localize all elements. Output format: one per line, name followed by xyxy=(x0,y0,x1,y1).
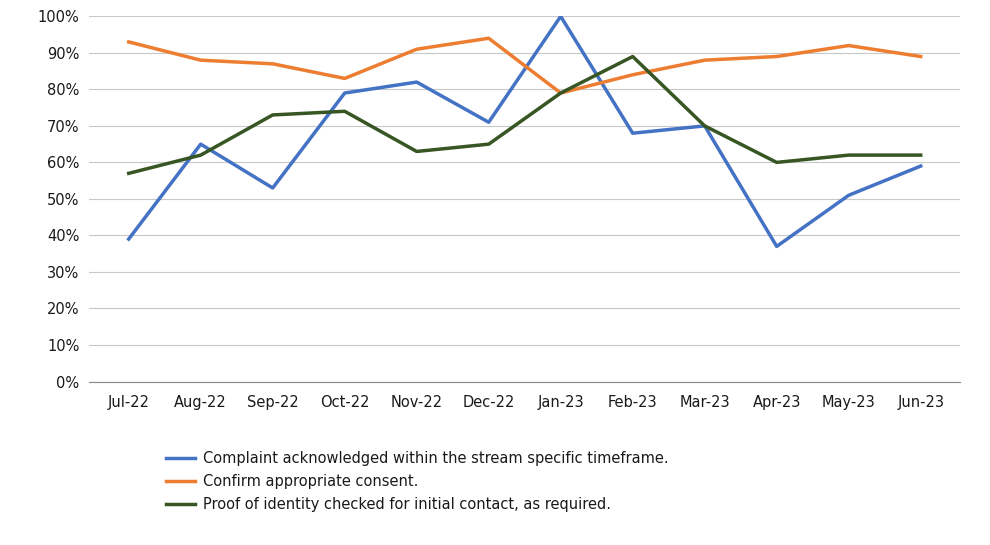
Confirm appropriate consent. xyxy=(266,60,278,67)
Complaint acknowledged within the stream specific timeframe. xyxy=(915,163,927,169)
Confirm appropriate consent. xyxy=(411,46,423,52)
Complaint acknowledged within the stream specific timeframe. xyxy=(411,79,423,86)
Confirm appropriate consent. xyxy=(339,75,350,82)
Line: Proof of identity checked for initial contact, as required.: Proof of identity checked for initial co… xyxy=(129,57,921,173)
Proof of identity checked for initial contact, as required. xyxy=(411,148,423,155)
Proof of identity checked for initial contact, as required. xyxy=(554,90,566,96)
Complaint acknowledged within the stream specific timeframe. xyxy=(123,236,135,243)
Line: Confirm appropriate consent.: Confirm appropriate consent. xyxy=(129,38,921,93)
Confirm appropriate consent. xyxy=(123,39,135,45)
Complaint acknowledged within the stream specific timeframe. xyxy=(771,243,783,250)
Complaint acknowledged within the stream specific timeframe. xyxy=(699,123,711,129)
Complaint acknowledged within the stream specific timeframe. xyxy=(627,130,639,136)
Proof of identity checked for initial contact, as required. xyxy=(915,152,927,159)
Proof of identity checked for initial contact, as required. xyxy=(771,159,783,166)
Proof of identity checked for initial contact, as required. xyxy=(195,152,207,159)
Complaint acknowledged within the stream specific timeframe. xyxy=(483,119,495,125)
Proof of identity checked for initial contact, as required. xyxy=(699,123,711,129)
Confirm appropriate consent. xyxy=(915,53,927,60)
Confirm appropriate consent. xyxy=(195,57,207,63)
Complaint acknowledged within the stream specific timeframe. xyxy=(554,13,566,20)
Legend: Complaint acknowledged within the stream specific timeframe., Confirm appropriat: Complaint acknowledged within the stream… xyxy=(166,451,668,512)
Complaint acknowledged within the stream specific timeframe. xyxy=(195,141,207,147)
Proof of identity checked for initial contact, as required. xyxy=(842,152,854,159)
Confirm appropriate consent. xyxy=(554,90,566,96)
Proof of identity checked for initial contact, as required. xyxy=(339,108,350,114)
Confirm appropriate consent. xyxy=(483,35,495,41)
Complaint acknowledged within the stream specific timeframe. xyxy=(339,90,350,96)
Complaint acknowledged within the stream specific timeframe. xyxy=(266,185,278,191)
Proof of identity checked for initial contact, as required. xyxy=(123,170,135,177)
Proof of identity checked for initial contact, as required. xyxy=(266,112,278,118)
Proof of identity checked for initial contact, as required. xyxy=(627,53,639,60)
Proof of identity checked for initial contact, as required. xyxy=(483,141,495,147)
Confirm appropriate consent. xyxy=(771,53,783,60)
Complaint acknowledged within the stream specific timeframe. xyxy=(842,192,854,198)
Confirm appropriate consent. xyxy=(699,57,711,63)
Confirm appropriate consent. xyxy=(627,71,639,78)
Line: Complaint acknowledged within the stream specific timeframe.: Complaint acknowledged within the stream… xyxy=(129,16,921,246)
Confirm appropriate consent. xyxy=(842,43,854,49)
